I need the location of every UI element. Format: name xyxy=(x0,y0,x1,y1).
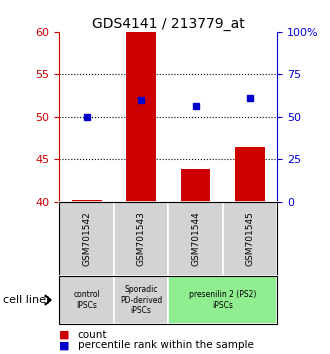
Bar xyxy=(181,170,211,202)
Text: GSM701545: GSM701545 xyxy=(246,211,254,267)
Text: percentile rank within the sample: percentile rank within the sample xyxy=(78,340,253,350)
Text: GSM701542: GSM701542 xyxy=(82,212,91,266)
Text: ■: ■ xyxy=(59,330,70,339)
Text: ■: ■ xyxy=(59,340,70,350)
Text: count: count xyxy=(78,330,107,339)
Text: cell line: cell line xyxy=(3,295,46,305)
Text: GSM701544: GSM701544 xyxy=(191,212,200,266)
Title: GDS4141 / 213779_at: GDS4141 / 213779_at xyxy=(92,17,245,31)
Text: Sporadic
PD-derived
iPSCs: Sporadic PD-derived iPSCs xyxy=(120,285,162,315)
Text: GSM701543: GSM701543 xyxy=(137,211,146,267)
Text: presenilin 2 (PS2)
iPSCs: presenilin 2 (PS2) iPSCs xyxy=(189,290,256,310)
Bar xyxy=(235,147,265,202)
Bar xyxy=(126,32,156,202)
Text: control
IPSCs: control IPSCs xyxy=(73,290,100,310)
Bar xyxy=(72,200,102,202)
